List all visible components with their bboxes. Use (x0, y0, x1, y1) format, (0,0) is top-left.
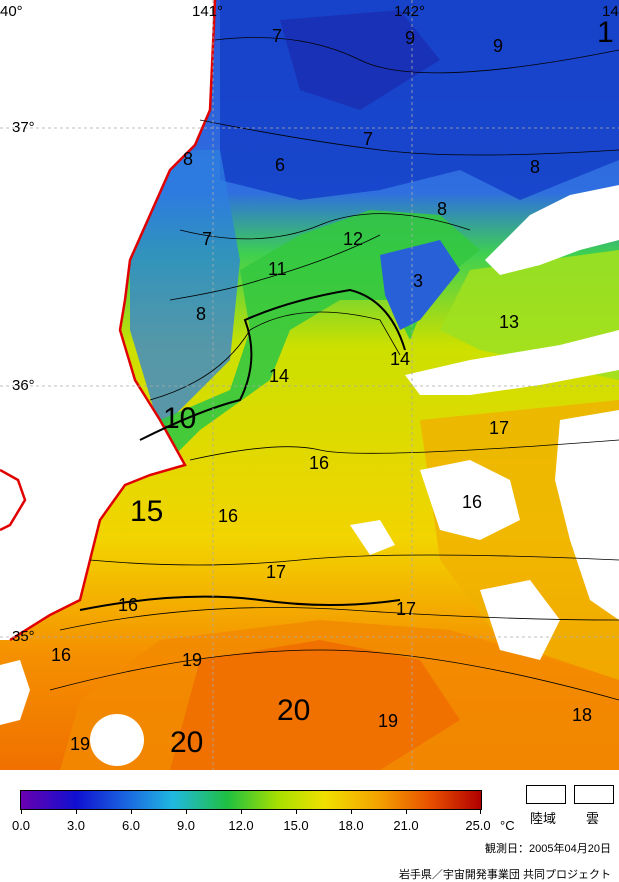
isotherm-label: 16 (51, 645, 72, 665)
coastline-north-inlet (0, 468, 27, 532)
isotherm-label: 13 (499, 312, 520, 332)
isotherm-label: 1 (597, 16, 614, 49)
longitude-label-140: 40° (0, 3, 23, 20)
colorbar-tick (296, 809, 297, 814)
isotherm-label: 14 (269, 366, 290, 386)
isotherm-label: 8 (196, 304, 207, 324)
isotherm-label: 7 (363, 129, 374, 149)
isotherm-lines (49, 37, 619, 701)
coastline (9, 0, 217, 642)
colorbar-tick (21, 809, 22, 814)
colorbar-tick-label: 0.0 (11, 818, 31, 833)
isotherm-label: 19 (378, 711, 399, 731)
cool-water-region (130, 150, 240, 430)
colorbar-tick (186, 809, 187, 814)
isotherm-label: 14 (390, 349, 411, 369)
colorbar-tick-label: 3.0 (66, 818, 86, 833)
cloud-patch-2 (480, 580, 560, 660)
isotherm-label: 8 (530, 157, 541, 177)
isotherm-label: 9 (405, 28, 416, 48)
longitude-label-143: 14 (602, 3, 619, 20)
legend-panel: 0.0 3.0 6.0 9.0 12.0 15.0 18.0 21.0 25.0… (0, 770, 619, 881)
latitude-label-36: 36° (12, 377, 35, 394)
colorbar-tick-label: 9.0 (176, 818, 196, 833)
credit-line: 岩手県／宇宙開発事業団 共同プロジェクト (398, 869, 611, 881)
colorbar-tick (241, 809, 242, 814)
colorbar-tick-label: 21.0 (393, 818, 419, 833)
colorbar-tick-label: 6.0 (121, 818, 141, 833)
cloud-east (405, 330, 619, 395)
isotherm-label: 18 (572, 705, 593, 725)
colorbar-tick-label: 18.0 (338, 818, 364, 833)
cloud-swatch (574, 785, 614, 804)
latitude-label-37: 37° (12, 119, 35, 136)
isotherm-label: 16 (309, 453, 330, 473)
colorbar-tick (480, 809, 481, 814)
longitude-label-141: 141° (192, 3, 224, 20)
isotherm-label: 17 (489, 418, 510, 438)
colorbar-tick-label: 15.0 (283, 818, 309, 833)
land-swatch (526, 785, 566, 804)
temperature-unit: °C (500, 818, 515, 833)
cloud-patch-4 (90, 714, 144, 766)
isotherm-label: 6 (275, 155, 286, 175)
cloud-northeast (485, 185, 619, 275)
isotherm-label: 11 (268, 259, 287, 279)
cloud-patch-1 (420, 460, 520, 540)
isotherm-label: 20 (170, 726, 204, 759)
cloud-southeast (555, 410, 619, 620)
colorbar-tick (76, 809, 77, 814)
warmest-water-region (170, 640, 460, 770)
isotherm-label: 7 (272, 26, 283, 46)
isotherm-label: 7 (202, 229, 213, 249)
isotherm-label: 17 (396, 599, 417, 619)
isotherm-label: 19 (182, 650, 203, 670)
isotherm-label: 12 (343, 229, 364, 249)
isotherm-label: 16 (118, 595, 139, 615)
colorbar-tick-label: 25.0 (465, 818, 491, 833)
isotherm-label: 9 (493, 36, 504, 56)
sea-surface-temperature-map (0, 0, 619, 770)
colorbar-tick-label: 12.0 (228, 818, 254, 833)
colorbar-tick (351, 809, 352, 814)
longitude-label-142: 142° (394, 3, 426, 20)
observation-date: 観測日：2005年04月20日 (485, 843, 611, 855)
bold-isotherms (79, 288, 406, 611)
honshu-landmass (0, 0, 215, 640)
land-label: 陸域 (530, 811, 557, 826)
cold-eddy (380, 240, 460, 330)
latitude-label-35: 35° (12, 628, 35, 645)
cloud-label: 雲 (586, 811, 600, 826)
cloud-patch-3 (350, 520, 395, 555)
isotherm-label: 8 (437, 199, 448, 219)
isotherm-label: 3 (413, 271, 424, 291)
isotherm-label: 17 (266, 562, 287, 582)
colorbar-tick (131, 809, 132, 814)
colorbar-tick (406, 809, 407, 814)
isotherm-label: 20 (277, 694, 311, 727)
isotherm-label: 15 (130, 495, 164, 528)
isotherm-label: 8 (183, 149, 194, 169)
isotherm-label: 19 (70, 734, 91, 754)
graticule (0, 0, 619, 770)
isotherm-label: 10 (163, 402, 197, 435)
isotherm-label: 16 (462, 492, 483, 512)
isotherm-label: 16 (218, 506, 239, 526)
boso-peninsula (0, 660, 30, 725)
temperature-colorbar (20, 790, 482, 810)
